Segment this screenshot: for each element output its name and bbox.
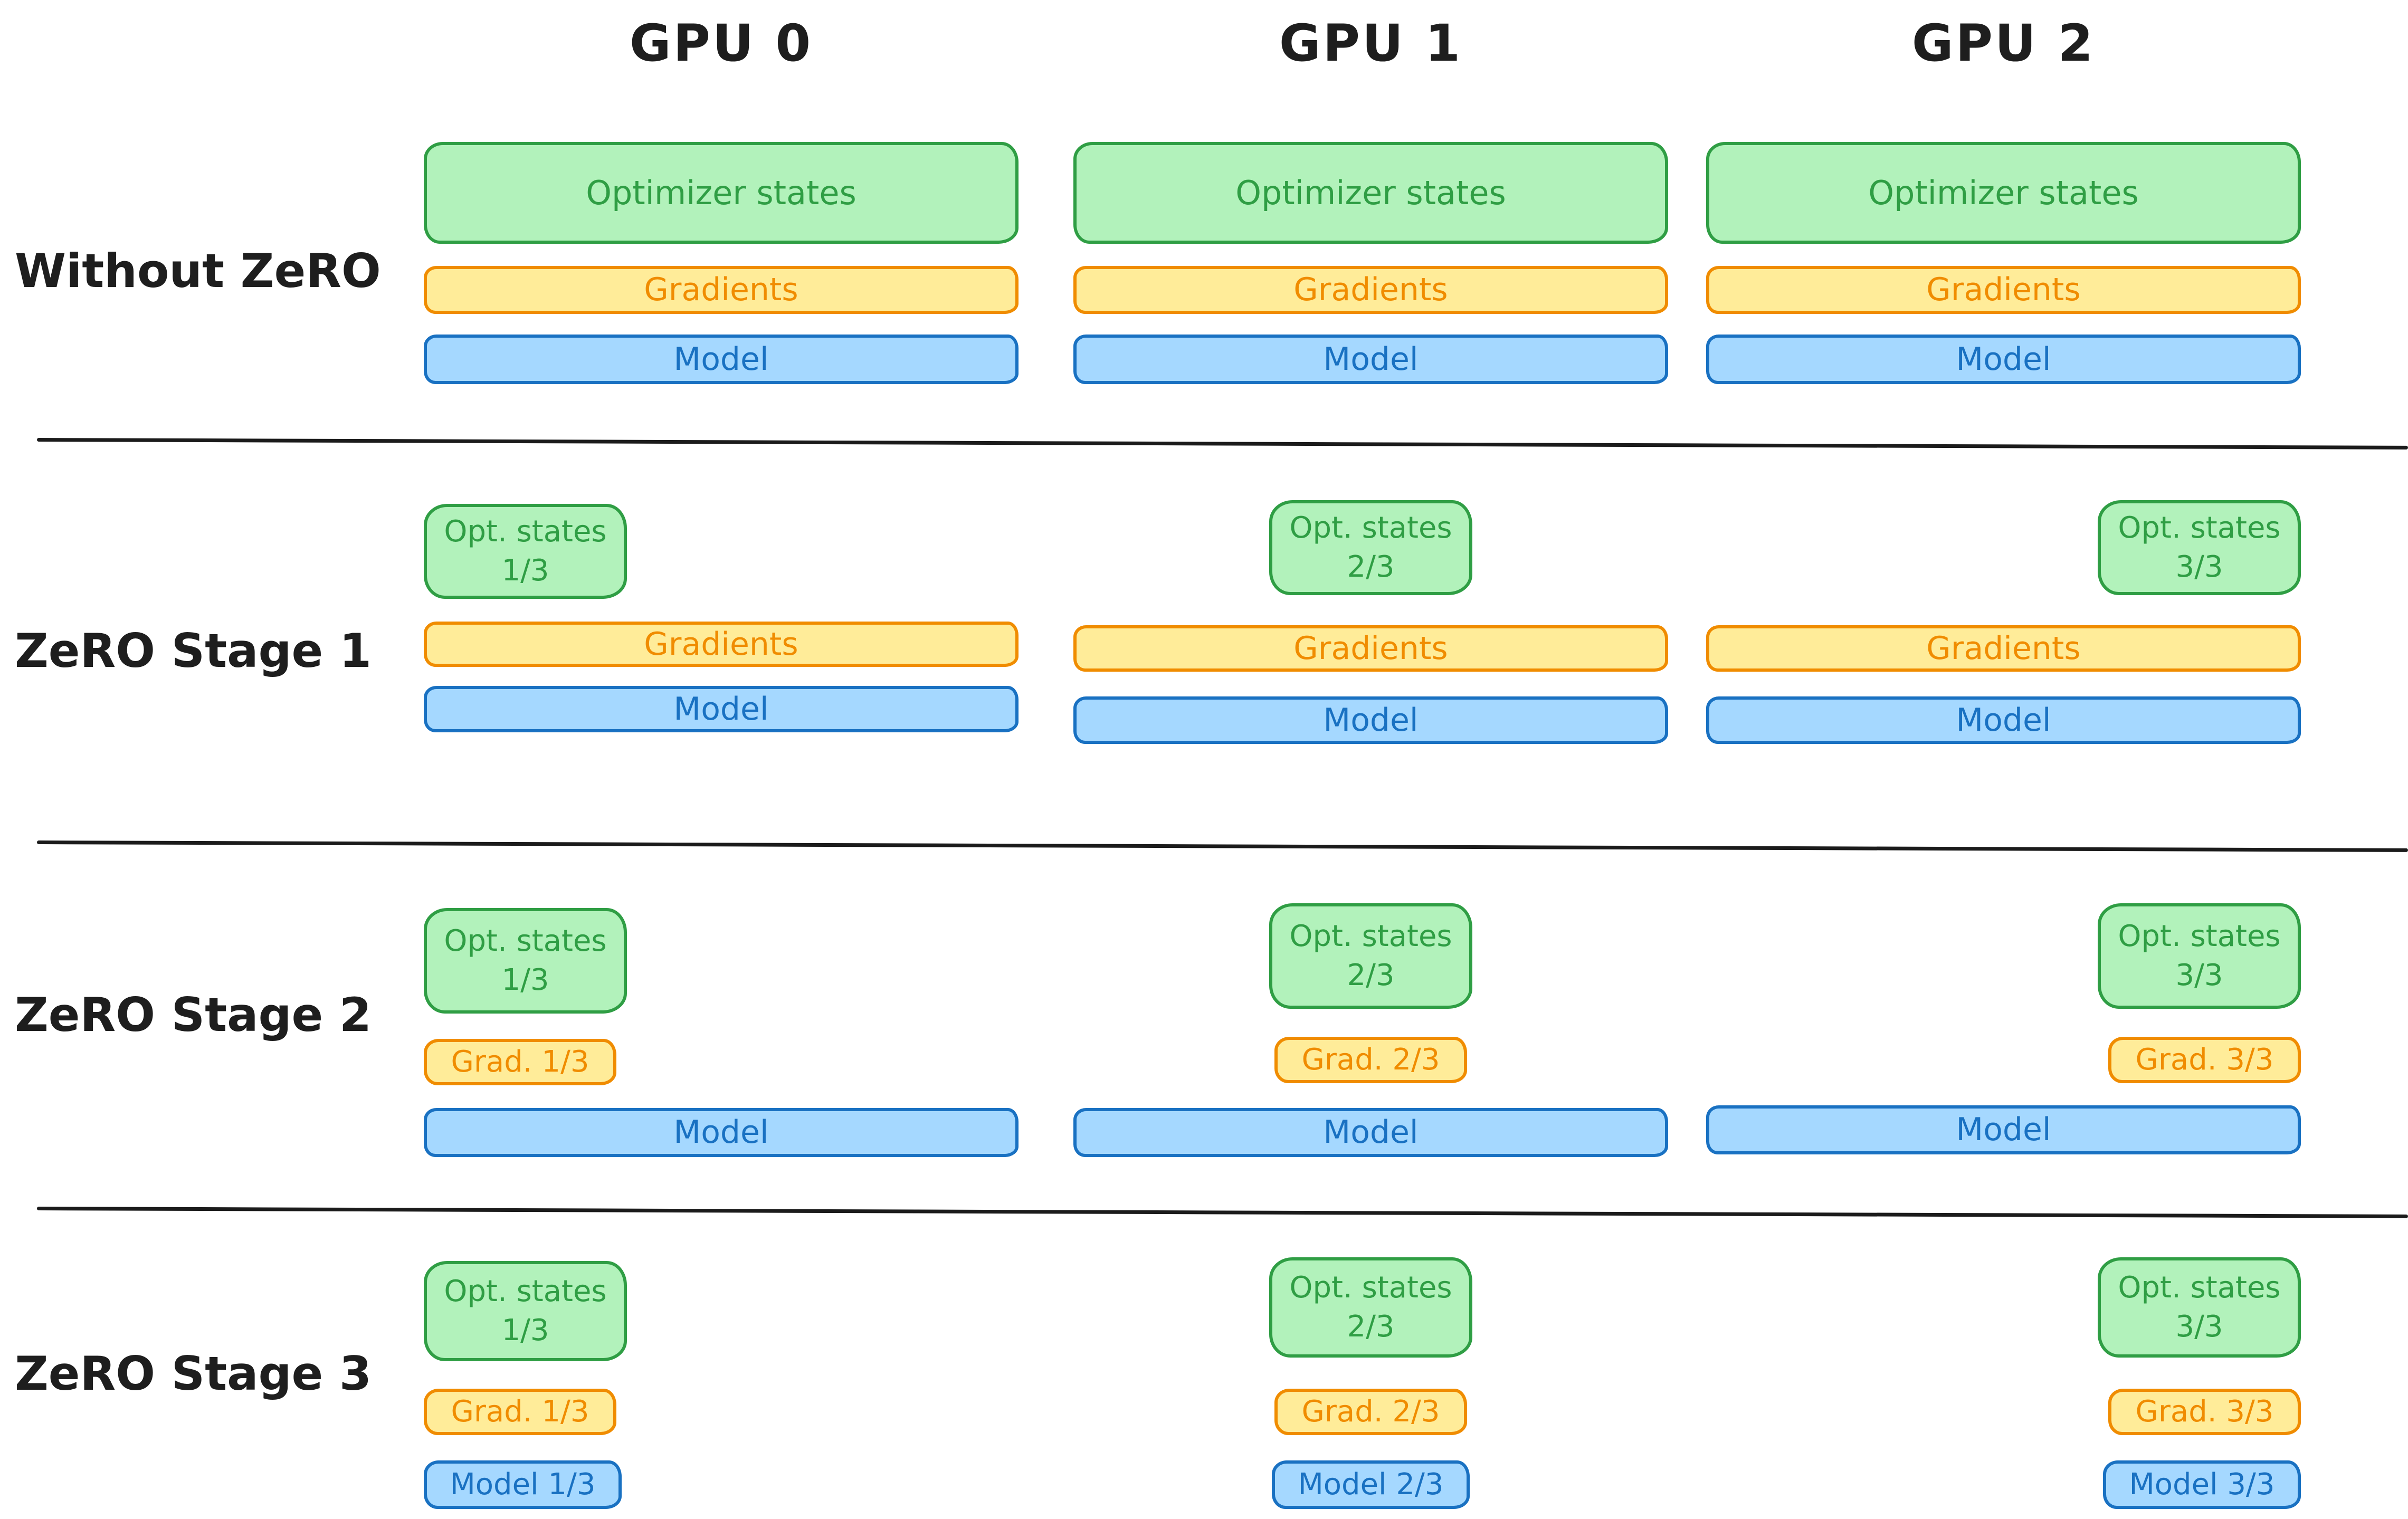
- optimizer-shard-box: Opt. states 3/3: [2098, 500, 2301, 595]
- optimizer-states-label: Optimizer states: [586, 173, 856, 212]
- model-bar-full: Model: [424, 335, 1019, 384]
- gradients-label: Gradients: [1293, 629, 1448, 667]
- gradients-shard-label: Grad. 3/3: [2135, 1042, 2274, 1077]
- optimizer-states-box-full: Optimizer states: [424, 142, 1019, 244]
- model-bar-full: Model: [1073, 335, 1668, 384]
- optimizer-shard-box: Opt. states 3/3: [2098, 1257, 2301, 1358]
- optimizer-shard-label: Opt. states: [1289, 510, 1452, 545]
- optimizer-shard-fraction: 2/3: [1347, 550, 1395, 584]
- model-bar-full: Model: [1073, 696, 1668, 744]
- model-shard-box: Model 3/3: [2103, 1460, 2301, 1509]
- optimizer-shard-fraction: 1/3: [501, 1313, 549, 1348]
- model-label: Model: [1323, 1114, 1419, 1151]
- model-bar-full: Model: [424, 686, 1019, 732]
- optimizer-shard-label: Opt. states: [2118, 510, 2281, 545]
- gradients-shard-box: Grad. 1/3: [424, 1389, 616, 1435]
- model-bar-full: Model: [1706, 696, 2301, 744]
- gradients-shard-label: Grad. 2/3: [1301, 1394, 1440, 1429]
- optimizer-shard-label: Opt. states: [2118, 1270, 2281, 1305]
- gradients-bar-full: Gradients: [424, 266, 1019, 314]
- gradients-shard-box: Grad. 3/3: [2108, 1389, 2301, 1435]
- model-shard-box: Model 1/3: [424, 1460, 622, 1509]
- optimizer-shard-label: Opt. states: [1289, 919, 1452, 953]
- optimizer-shard-box: Opt. states 1/3: [424, 908, 627, 1014]
- optimizer-shard-fraction: 1/3: [501, 553, 549, 588]
- model-bar-full: Model: [1706, 1105, 2301, 1154]
- model-label: Model: [1956, 701, 2051, 739]
- section-divider: [36, 1207, 2408, 1218]
- optimizer-shard-box: Opt. states 2/3: [1269, 1257, 1472, 1358]
- optimizer-shard-box: Opt. states 1/3: [424, 504, 627, 599]
- optimizer-shard-label: Opt. states: [444, 923, 607, 958]
- row-label-zero-stage-1: ZeRO Stage 1: [15, 623, 372, 678]
- gradients-bar-full: Gradients: [1073, 625, 1668, 672]
- row-label-zero-stage-2: ZeRO Stage 2: [15, 987, 372, 1042]
- model-shard-box: Model 2/3: [1272, 1460, 1470, 1509]
- gradients-shard-box: Grad. 2/3: [1274, 1389, 1467, 1435]
- model-bar-full: Model: [1073, 1108, 1668, 1157]
- optimizer-shard-label: Opt. states: [2118, 919, 2281, 953]
- model-label: Model: [1323, 701, 1419, 739]
- model-label: Model: [1956, 1111, 2051, 1148]
- gradients-bar-full: Gradients: [1706, 625, 2301, 672]
- row-label-zero-stage-3: ZeRO Stage 3: [15, 1346, 372, 1401]
- optimizer-states-label: Optimizer states: [1868, 173, 2139, 212]
- model-label: Model: [673, 690, 769, 728]
- model-label: Model: [673, 1114, 769, 1151]
- optimizer-shard-box: Opt. states 2/3: [1269, 500, 1472, 595]
- gradients-label: Gradients: [644, 271, 798, 308]
- model-bar-full: Model: [1706, 335, 2301, 384]
- optimizer-shard-fraction: 1/3: [501, 963, 549, 997]
- gradients-shard-box: Grad. 3/3: [2108, 1037, 2301, 1083]
- gradients-label: Gradients: [1926, 271, 2081, 308]
- gpu1-header: GPU 1: [1279, 14, 1463, 73]
- section-divider: [36, 438, 2408, 450]
- gpu0-header: GPU 0: [629, 14, 813, 73]
- model-label: Model: [1323, 340, 1419, 378]
- optimizer-shard-label: Opt. states: [444, 1274, 607, 1308]
- optimizer-shard-label: Opt. states: [1289, 1270, 1452, 1305]
- gradients-shard-label: Grad. 1/3: [451, 1394, 589, 1429]
- gradients-shard-label: Grad. 1/3: [451, 1044, 589, 1079]
- gradients-shard-label: Grad. 2/3: [1301, 1042, 1440, 1077]
- optimizer-shard-label: Opt. states: [444, 514, 607, 549]
- optimizer-shard-box: Opt. states 3/3: [2098, 903, 2301, 1009]
- gradients-bar-full: Gradients: [1073, 266, 1668, 314]
- model-shard-label: Model 2/3: [1298, 1467, 1444, 1502]
- gpu2-header: GPU 2: [1911, 14, 2096, 73]
- gradients-shard-box: Grad. 1/3: [424, 1039, 616, 1085]
- optimizer-shard-fraction: 3/3: [2175, 1310, 2223, 1344]
- gradients-bar-full: Gradients: [1706, 266, 2301, 314]
- optimizer-shard-box: Opt. states 2/3: [1269, 903, 1472, 1009]
- model-shard-label: Model 1/3: [450, 1467, 596, 1502]
- gradients-shard-box: Grad. 2/3: [1274, 1037, 1467, 1083]
- gradients-bar-full: Gradients: [424, 622, 1019, 667]
- optimizer-states-box-full: Optimizer states: [1706, 142, 2301, 244]
- optimizer-shard-fraction: 3/3: [2175, 550, 2223, 584]
- gradients-label: Gradients: [1926, 629, 2081, 667]
- section-divider: [36, 840, 2408, 852]
- optimizer-shard-fraction: 2/3: [1347, 1310, 1395, 1344]
- optimizer-shard-box: Opt. states 1/3: [424, 1261, 627, 1361]
- optimizer-states-label: Optimizer states: [1235, 173, 1506, 212]
- model-label: Model: [1956, 340, 2051, 378]
- model-bar-full: Model: [424, 1108, 1019, 1157]
- optimizer-shard-fraction: 3/3: [2175, 958, 2223, 992]
- row-label-without-zero: Without ZeRO: [15, 243, 381, 298]
- gradients-shard-label: Grad. 3/3: [2135, 1394, 2274, 1429]
- model-shard-label: Model 3/3: [2129, 1467, 2275, 1502]
- optimizer-states-box-full: Optimizer states: [1073, 142, 1668, 244]
- model-label: Model: [673, 340, 769, 378]
- gradients-label: Gradients: [644, 625, 798, 663]
- gradients-label: Gradients: [1293, 271, 1448, 308]
- optimizer-shard-fraction: 2/3: [1347, 958, 1395, 992]
